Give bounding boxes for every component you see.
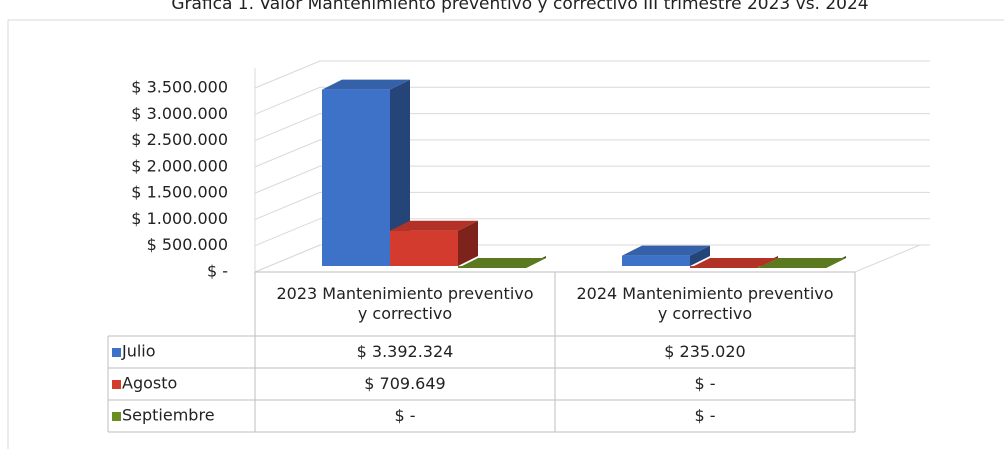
x-tick-label: 2023 Mantenimiento preventivo y correcti… <box>276 284 534 323</box>
bar <box>322 79 410 267</box>
grid-line <box>254 60 930 89</box>
grid-line <box>254 86 930 115</box>
legend-label: Julio <box>121 342 156 361</box>
data-label-box: $ 235.020 <box>664 342 746 361</box>
bar-front <box>622 255 690 266</box>
bar-top <box>458 258 546 268</box>
y-tick-label: $ 2.000.000 <box>131 156 228 175</box>
y-tick-label: $ 500.000 <box>147 235 228 254</box>
bar-top <box>390 220 478 231</box>
chart-frame <box>7 19 1004 453</box>
data-label-box: $ 3.392.324 <box>356 342 454 361</box>
bar <box>622 245 710 266</box>
data-label: $ - <box>394 406 416 425</box>
bar-top <box>690 258 778 268</box>
bar <box>690 256 778 268</box>
y-tick-label: $ 3.500.000 <box>131 78 228 97</box>
data-label-box: $ - <box>694 406 716 425</box>
data-label: $ - <box>694 374 716 393</box>
chart-title: Gráfica 1. Valor Mantenimiento preventiv… <box>171 0 868 14</box>
legend-swatch <box>112 380 121 389</box>
y-tick-label: $ 3.000.000 <box>131 104 228 123</box>
y-tick-label: $ 2.500.000 <box>131 130 228 149</box>
bar <box>758 256 846 268</box>
grid-line <box>254 139 930 168</box>
data-label: $ - <box>694 406 716 425</box>
grid-line <box>254 113 930 142</box>
grid-line <box>254 191 930 220</box>
legend-label: Agosto <box>122 374 177 393</box>
legend-swatch <box>112 412 121 421</box>
data-label-box: $ 709.649 <box>364 374 446 393</box>
y-tick-label: $ 1.000.000 <box>131 209 228 228</box>
data-label: $ 3.392.324 <box>356 342 454 361</box>
legend-swatch <box>112 348 121 357</box>
grid-line <box>254 165 930 194</box>
data-label-box: $ - <box>694 374 716 393</box>
bar-front <box>390 230 458 266</box>
y-tick-label: $ - <box>207 262 228 281</box>
x-tick-label-box: 2023 Mantenimiento preventivo y correcti… <box>276 284 534 323</box>
back-wall <box>320 45 930 245</box>
bar-side <box>390 79 410 267</box>
x-tick-label-box: 2024 Mantenimiento preventivo y correcti… <box>576 284 834 323</box>
data-label: $ 235.020 <box>664 342 746 361</box>
grid-line <box>254 218 930 247</box>
data-label: $ 709.649 <box>364 374 446 393</box>
bar <box>458 256 546 268</box>
bar-side <box>690 245 710 266</box>
bar-side <box>458 220 478 266</box>
x-tick-label: 2024 Mantenimiento preventivo y correcti… <box>576 284 834 323</box>
data-label-box: $ - <box>394 406 416 425</box>
grid-line <box>254 244 930 273</box>
bar-top <box>322 79 410 90</box>
bar-top <box>622 245 710 256</box>
legend-label: Septiembre <box>122 406 215 425</box>
bar-top <box>758 258 846 268</box>
bar-front <box>322 89 390 267</box>
bar <box>390 220 478 266</box>
y-tick-label: $ 1.500.000 <box>131 183 228 202</box>
